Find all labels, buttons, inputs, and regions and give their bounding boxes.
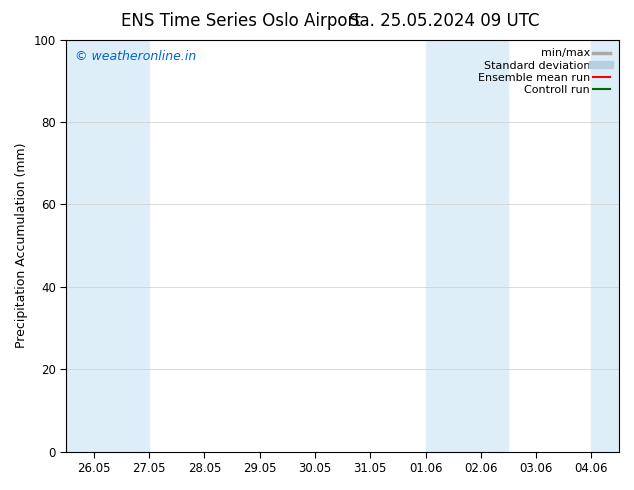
Bar bbox=[592, 40, 619, 452]
Text: © weatheronline.in: © weatheronline.in bbox=[75, 50, 196, 63]
Legend: min/max, Standard deviation, Ensemble mean run, Controll run: min/max, Standard deviation, Ensemble me… bbox=[474, 45, 614, 98]
Text: ENS Time Series Oslo Airport: ENS Time Series Oslo Airport bbox=[121, 12, 361, 30]
Y-axis label: Precipitation Accumulation (mm): Precipitation Accumulation (mm) bbox=[15, 143, 28, 348]
Text: Sa. 25.05.2024 09 UTC: Sa. 25.05.2024 09 UTC bbox=[349, 12, 539, 30]
Bar bbox=[425, 40, 508, 452]
Bar bbox=[66, 40, 149, 452]
